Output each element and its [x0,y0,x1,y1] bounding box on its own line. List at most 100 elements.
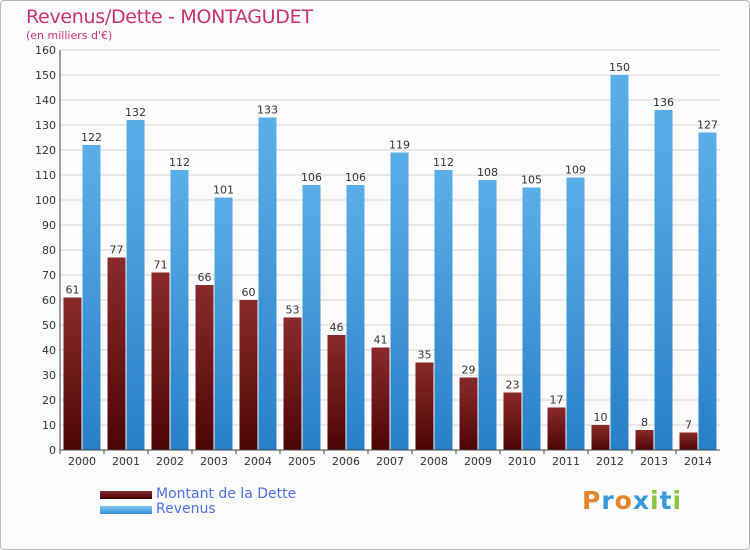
x-tick-label: 2009 [464,455,492,468]
logo-letter: P [582,486,602,515]
x-tick-label: 2012 [596,455,624,468]
y-tick-label: 40 [42,344,56,357]
proxiti-logo: Proxiti [582,486,682,515]
grid-lines [60,49,720,451]
x-tick-label: 2014 [684,455,712,468]
legend-label-dette: Montant de la Dette [156,486,297,502]
y-tick-label: 140 [35,94,56,107]
bar-dette [107,257,126,450]
bar-revenus [214,197,233,450]
bar-revenus [302,185,321,450]
x-tick-label: 2013 [640,455,668,468]
bar-revenus [82,145,101,450]
data-label-dette: 29 [462,364,476,377]
bar-dette [591,425,610,450]
y-tick-label: 160 [35,44,56,57]
y-tick-label: 130 [35,119,56,132]
bar-revenus [170,170,189,450]
x-tick-label: 2007 [376,455,404,468]
y-tick-label: 80 [42,244,56,257]
y-tick-label: 150 [35,69,56,82]
data-label-dette: 10 [594,411,608,424]
bar-revenus [390,152,409,450]
x-tick-label: 2005 [288,455,316,468]
bar-dette [327,335,346,450]
bar-dette [371,347,390,450]
bar-revenus [698,132,717,450]
data-label-dette: 66 [198,271,212,284]
x-tick-label: 2003 [200,455,228,468]
bar-dette [459,377,478,450]
y-tick-label: 0 [49,444,56,457]
data-label-dette: 7 [685,419,692,432]
logo-letter: r [601,486,615,515]
data-label-dette: 35 [418,349,432,362]
x-tick-label: 2002 [156,455,184,468]
bar-dette [239,300,258,450]
bars [63,75,717,450]
bar-revenus [258,117,277,450]
bar-revenus [434,170,453,450]
bar-revenus [346,185,365,450]
logo-letter: i [650,486,660,515]
y-tick-label: 60 [42,294,56,307]
data-label-dette: 23 [506,379,520,392]
data-label-revenus: 119 [389,139,410,152]
data-label-revenus: 105 [521,174,542,187]
x-tick-label: 2000 [68,455,96,468]
data-label-revenus: 122 [81,131,102,144]
data-label-dette: 61 [66,284,80,297]
data-label-revenus: 133 [257,104,278,117]
bar-value-labels: 61 122 77 132 71 112 66 101 60 133 53 106 46 106 41 119… [66,61,719,432]
y-tick-label: 100 [35,194,56,207]
x-tick-label: 2006 [332,455,360,468]
data-label-revenus: 127 [697,119,718,132]
data-label-dette: 41 [374,334,388,347]
data-label-revenus: 112 [169,156,190,169]
y-tick-labels: 0 10 20 30 40 50 60 70 80 90 100 110 120 130 140 150 160 [35,44,56,457]
data-label-dette: 60 [242,286,256,299]
data-label-dette: 71 [154,259,168,272]
data-label-dette: 17 [550,394,564,407]
bar-revenus [566,177,585,450]
data-label-revenus: 150 [609,61,630,74]
y-tick-label: 90 [42,219,56,232]
data-label-dette: 46 [330,321,344,334]
data-label-dette: 53 [286,304,300,317]
y-tick-label: 20 [42,394,56,407]
y-tick-label: 120 [35,144,56,157]
data-label-dette: 8 [641,416,648,429]
x-tick-label: 2011 [552,455,580,468]
legend-label-revenus: Revenus [156,501,216,517]
chart-subtitle: (en milliers d'€) [26,29,113,42]
legend-swatch-revenus [100,506,152,514]
data-label-revenus: 106 [301,171,322,184]
data-label-revenus: 108 [477,166,498,179]
y-tick-label: 50 [42,319,56,332]
bar-dette [195,285,214,450]
data-label-revenus: 136 [653,96,674,109]
y-tick-label: 110 [35,169,56,182]
x-tick-labels: 2000 2001 2002 2003 2004 2005 2006 2007 2008 2009… [59,450,712,468]
bar-dette [547,407,566,450]
data-label-revenus: 109 [565,164,586,177]
x-tick-label: 2001 [112,455,140,468]
legend-swatch-dette [100,491,152,499]
data-label-revenus: 112 [433,156,454,169]
x-tick-label: 2008 [420,455,448,468]
x-tick-label: 2004 [244,455,272,468]
bar-dette [635,430,654,450]
bar-revenus [126,120,145,450]
bar-dette [415,362,434,450]
data-label-revenus: 106 [345,171,366,184]
x-tick-label: 2010 [508,455,536,468]
data-label-revenus: 132 [125,106,146,119]
logo-letter: t [659,486,673,515]
y-tick-label: 70 [42,269,56,282]
bar-revenus [522,187,541,450]
data-label-revenus: 101 [213,184,234,197]
bar-revenus [478,180,497,450]
data-label-dette: 77 [110,244,124,257]
chart-title: Revenus/Dette - MONTAGUDET [26,6,313,28]
